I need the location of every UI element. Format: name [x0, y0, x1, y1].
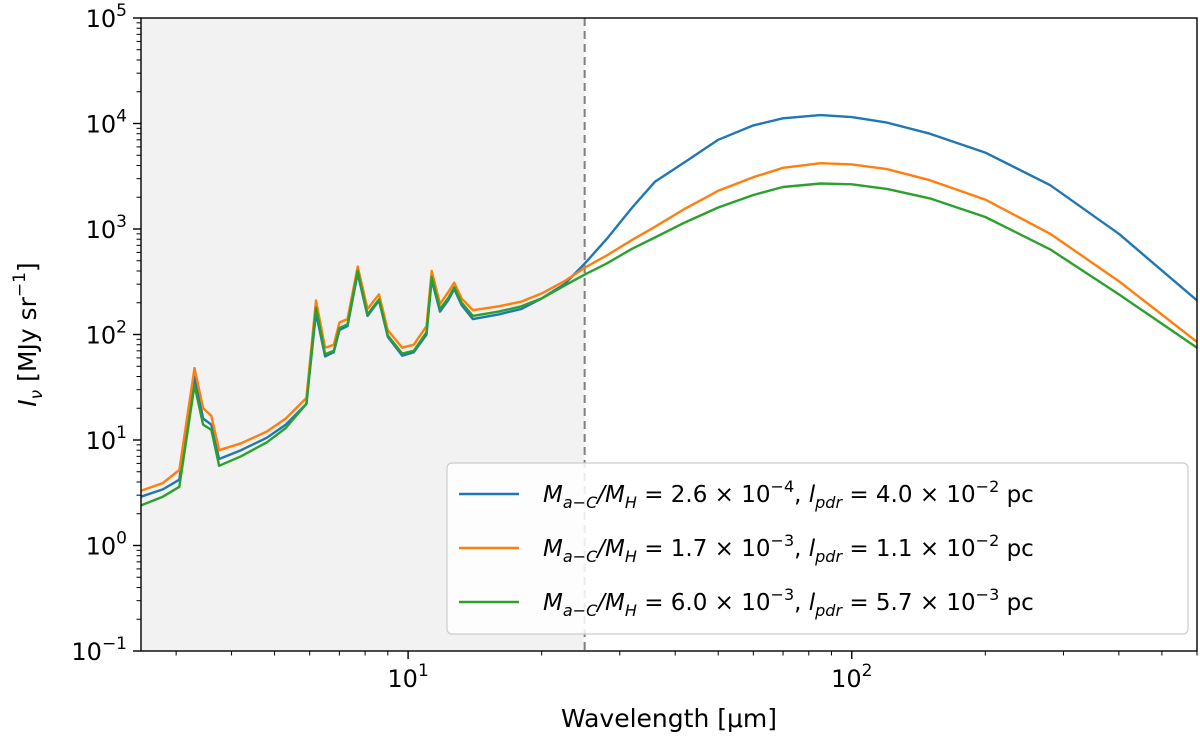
y-tick-base: 10 [86, 111, 117, 139]
legend-sep: , [794, 536, 809, 562]
legend-lpdr-value: = 5.7 × 10 [842, 590, 976, 616]
y-tick-exp: 4 [116, 107, 127, 127]
y-tick-base: 10 [86, 5, 117, 33]
legend-sep: , [794, 482, 809, 508]
legend-sub-h: H [625, 493, 637, 512]
x-axis-ticks: 101 102 [175, 651, 1198, 693]
legend-l: l [809, 536, 816, 562]
legend-m2: M [605, 482, 625, 508]
legend-mass-exp: −4 [771, 477, 795, 496]
legend-sub-ac: a−C [563, 493, 598, 512]
y-tick-label: 103 [86, 212, 127, 244]
legend-m2: M [605, 590, 625, 616]
legend-sub-pdr: pdr [814, 493, 843, 512]
ylabel-unit-exp: −1 [10, 272, 30, 297]
legend-label-3: Ma−C/MH = 6.0 × 10−3, lpdr = 5.7 × 10−3 … [543, 585, 1034, 620]
legend-l: l [809, 590, 816, 616]
y-tick-exp: 5 [116, 1, 127, 21]
x-axis-label: Wavelength [μm] [561, 704, 777, 733]
x-tick-base: 10 [831, 665, 862, 693]
series-line-3 [141, 182, 1197, 507]
y-tick-base: 10 [86, 533, 117, 561]
legend-m: M [543, 536, 563, 562]
x-tick-base: 10 [387, 665, 418, 693]
legend-sub-pdr: pdr [814, 547, 843, 566]
legend-box [446, 462, 1189, 635]
legend-label-2: Ma−C/MH = 1.7 × 10−3, lpdr = 1.1 × 10−2 … [543, 531, 1034, 566]
legend-lpdr-value: = 1.1 × 10 [842, 536, 976, 562]
legend-label-1: Ma−C/MH = 2.6 × 10−4, lpdr = 4.0 × 10−2 … [543, 477, 1034, 512]
legend-unit: pc [999, 482, 1034, 508]
legend-lpdr-exp: −2 [976, 531, 1000, 550]
y-tick-base: 10 [86, 322, 117, 350]
y-tick-label: 10−1 [71, 634, 127, 666]
x-tick-label: 102 [831, 661, 872, 693]
x-tick-label: 101 [387, 661, 428, 693]
plot-area [140, 17, 1198, 652]
legend-sub-ac: a−C [563, 601, 598, 620]
ylabel-symbol: I [13, 399, 42, 406]
series-line-1 [141, 113, 1197, 498]
ylabel-unit-close: ] [13, 262, 42, 272]
y-tick-exp: 1 [116, 423, 127, 443]
legend-m: M [543, 590, 563, 616]
legend-m2: M [605, 536, 625, 562]
legend-sub-h: H [625, 547, 637, 566]
y-tick-base: 10 [86, 216, 117, 244]
y-axis-label: Iν [MJy sr−1] [10, 262, 47, 406]
legend-sub-pdr: pdr [814, 601, 843, 620]
series-line-2 [141, 162, 1197, 492]
y-tick-exp: 3 [116, 212, 127, 232]
y-tick-label: 101 [86, 423, 127, 455]
legend-lpdr-exp: −3 [976, 585, 1000, 604]
legend-l: l [809, 482, 816, 508]
legend-slash: / [595, 482, 607, 508]
ylabel-sub: ν [27, 389, 47, 399]
y-tick-label: 100 [86, 529, 127, 561]
y-tick-exp: 0 [116, 529, 127, 549]
y-tick-base: 10 [86, 427, 117, 455]
legend-sep: , [794, 590, 809, 616]
y-tick-exp: −1 [102, 634, 127, 654]
ylabel-unit: [MJy sr [13, 296, 42, 389]
y-tick-base: 10 [71, 638, 102, 666]
x-tick-exp: 2 [862, 661, 873, 681]
legend-sub-h: H [625, 601, 637, 620]
legend-lpdr-exp: −2 [976, 477, 1000, 496]
y-tick-label: 105 [86, 1, 127, 33]
legend: Ma−C/MH = 2.6 × 10−4, lpdr = 4.0 × 10−2 … [446, 462, 1189, 635]
legend-m: M [543, 482, 563, 508]
legend-mass-value: = 1.7 × 10 [637, 536, 771, 562]
legend-unit: pc [999, 536, 1034, 562]
legend-slash: / [595, 590, 607, 616]
series-group [141, 113, 1197, 507]
x-tick-exp: 1 [418, 661, 429, 681]
legend-mass-value: = 2.6 × 10 [637, 482, 771, 508]
legend-mass-value: = 6.0 × 10 [637, 590, 771, 616]
legend-slash: / [595, 536, 607, 562]
legend-lpdr-value: = 4.0 × 10 [842, 482, 976, 508]
y-tick-label: 102 [86, 318, 127, 350]
legend-mass-exp: −3 [771, 531, 795, 550]
y-tick-exp: 2 [116, 318, 127, 338]
legend-mass-exp: −3 [771, 585, 795, 604]
legend-unit: pc [999, 590, 1034, 616]
legend-sub-ac: a−C [563, 547, 598, 566]
y-tick-label: 104 [86, 107, 127, 139]
